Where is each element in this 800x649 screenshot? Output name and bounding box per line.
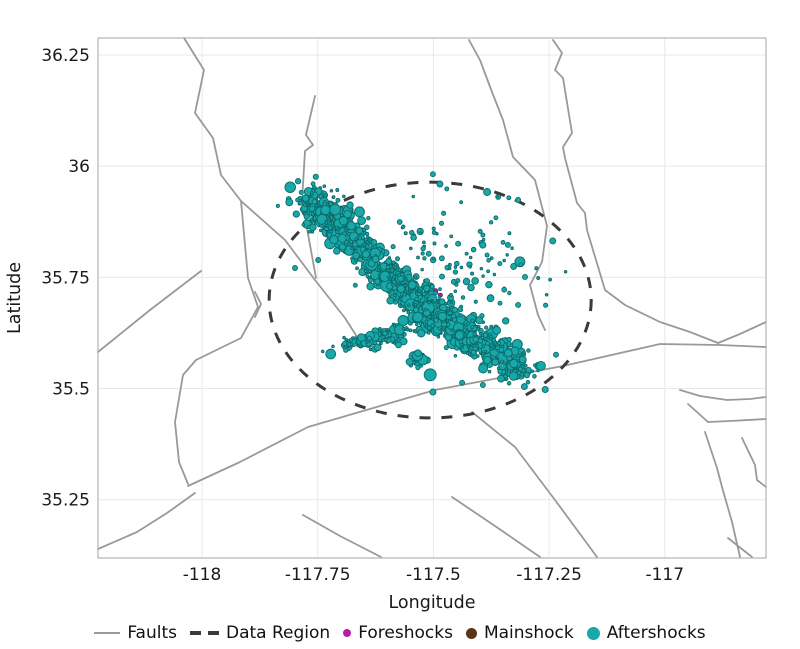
y-tick-label: 35.25 (41, 491, 90, 511)
legend-item-faults: Faults (94, 623, 177, 643)
faults-line-icon (94, 631, 121, 635)
tick-labels: -118 -117.75 -117.5 -117.25 -117 36.25 36 35.75… (41, 46, 684, 585)
x-axis-label: Longitude (388, 593, 475, 613)
legend-label-mainshock: Mainshock (483, 623, 574, 643)
data-region-ellipse (267, 180, 593, 420)
dashed-line-icon (190, 631, 219, 635)
legend-item-aftershocks: Aftershocks (586, 623, 706, 643)
y-tick-label: 36 (68, 157, 90, 177)
x-tick-label: -117.5 (406, 565, 461, 585)
y-tick-label: 35.5 (52, 380, 90, 400)
legend-item-mainshock: Mainshock (465, 623, 574, 643)
legend-label-aftershocks: Aftershocks (606, 623, 706, 643)
legend: Faults Data Region Foreshocks Mainshock … (0, 619, 800, 647)
legend-label-faults: Faults (127, 623, 177, 643)
foreshocks-dot-icon (343, 629, 352, 637)
y-tick-label: 35.75 (41, 268, 90, 288)
aftershocks-dot-icon (586, 626, 600, 640)
y-axis-label: Latitude (5, 262, 25, 334)
x-tick-label: -117.25 (516, 565, 582, 585)
x-tick-label: -118 (183, 565, 222, 585)
x-tick-label: -117 (645, 565, 684, 585)
legend-label-data-region: Data Region (226, 623, 331, 643)
plot-frame (97, 37, 767, 559)
legend-item-data-region: Data Region (190, 623, 330, 643)
legend-label-foreshocks: Foreshocks (358, 623, 453, 643)
aftershocks-layer (275, 171, 568, 396)
grid-lines (98, 38, 766, 558)
mainshock-dot-icon (465, 627, 477, 639)
legend-item-foreshocks: Foreshocks (343, 623, 453, 643)
y-tick-label: 36.25 (41, 46, 90, 66)
x-tick-label: -117.75 (285, 565, 351, 585)
